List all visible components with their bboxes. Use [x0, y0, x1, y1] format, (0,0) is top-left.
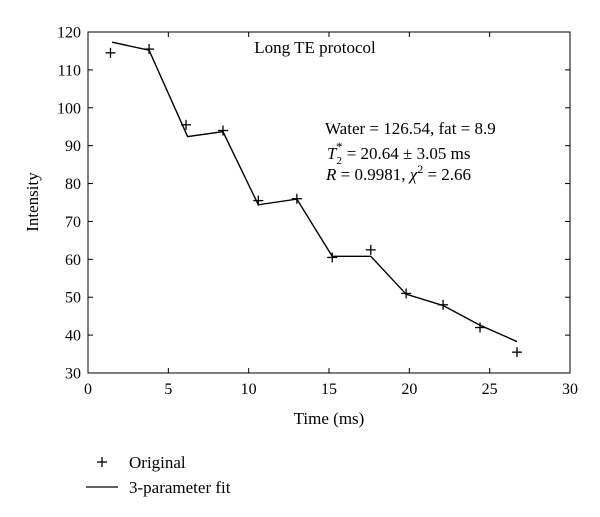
data-point-original [253, 195, 264, 206]
t2-symbol: T [327, 144, 338, 163]
stats-r-chi: R = 0.9981, χ2 = 2.66 [325, 162, 471, 184]
legend-marker-original [97, 457, 107, 467]
x-tick-label: 10 [241, 381, 257, 398]
data-point-original [511, 347, 522, 358]
y-tick-label: 90 [65, 138, 81, 155]
x-axis: 0 5 10 15 20 25 30 [84, 32, 578, 398]
fit-line [111, 41, 518, 343]
data-point-original [181, 119, 192, 130]
data-point-original [365, 244, 376, 255]
y-tick-label: 120 [57, 25, 81, 42]
legend-label-fit: 3-parameter fit [129, 478, 231, 497]
y-axis: 30 40 50 60 70 80 90 100 110 120 [57, 25, 570, 383]
legend: Original 3-parameter fit [86, 453, 231, 497]
r-symbol: R [325, 165, 337, 184]
y-axis-label: Intensity [23, 172, 42, 232]
legend-label-original: Original [129, 453, 186, 472]
y-tick-label: 60 [65, 252, 81, 269]
y-tick-label: 100 [57, 100, 81, 117]
t2-value: = 20.64 ± 3.05 ms [342, 144, 470, 163]
y-tick-label: 80 [65, 176, 81, 193]
y-tick-label: 110 [58, 62, 81, 79]
data-point-original [144, 44, 155, 55]
data-point-original [291, 193, 302, 204]
x-tick-label: 30 [562, 381, 578, 398]
chi-value: = 2.66 [423, 165, 471, 184]
x-tick-label: 20 [401, 381, 417, 398]
y-tick-label: 50 [65, 290, 81, 307]
x-tick-label: 0 [84, 381, 92, 398]
data-point-original [438, 299, 449, 310]
data-point-original [475, 322, 486, 333]
t2-subscript: 2 [336, 155, 342, 167]
fit-series [111, 41, 518, 343]
plot-frame [87, 31, 571, 374]
t2-superscript: * [336, 139, 343, 154]
x-tick-label: 5 [164, 381, 172, 398]
data-point-original [327, 252, 338, 263]
stats-t2: T2* = 20.64 ± 3.05 ms [327, 139, 470, 167]
original-series [105, 44, 522, 358]
data-point-original [105, 47, 116, 58]
chi-superscript: 2 [417, 162, 423, 176]
r-value: = 0.9981, [336, 165, 409, 184]
x-tick-label: 15 [321, 381, 337, 398]
chi-symbol: χ [408, 165, 418, 184]
y-tick-label: 70 [65, 214, 81, 231]
data-point-original [217, 125, 228, 136]
stats-water-fat: Water = 126.54, fat = 8.9 [325, 119, 496, 138]
annotation-title: Long TE protocol [254, 38, 376, 57]
y-tick-label: 40 [65, 328, 81, 345]
x-tick-label: 25 [482, 381, 498, 398]
y-tick-label: 30 [65, 366, 81, 383]
data-point-original [401, 288, 412, 299]
x-axis-label: Time (ms) [294, 409, 365, 428]
